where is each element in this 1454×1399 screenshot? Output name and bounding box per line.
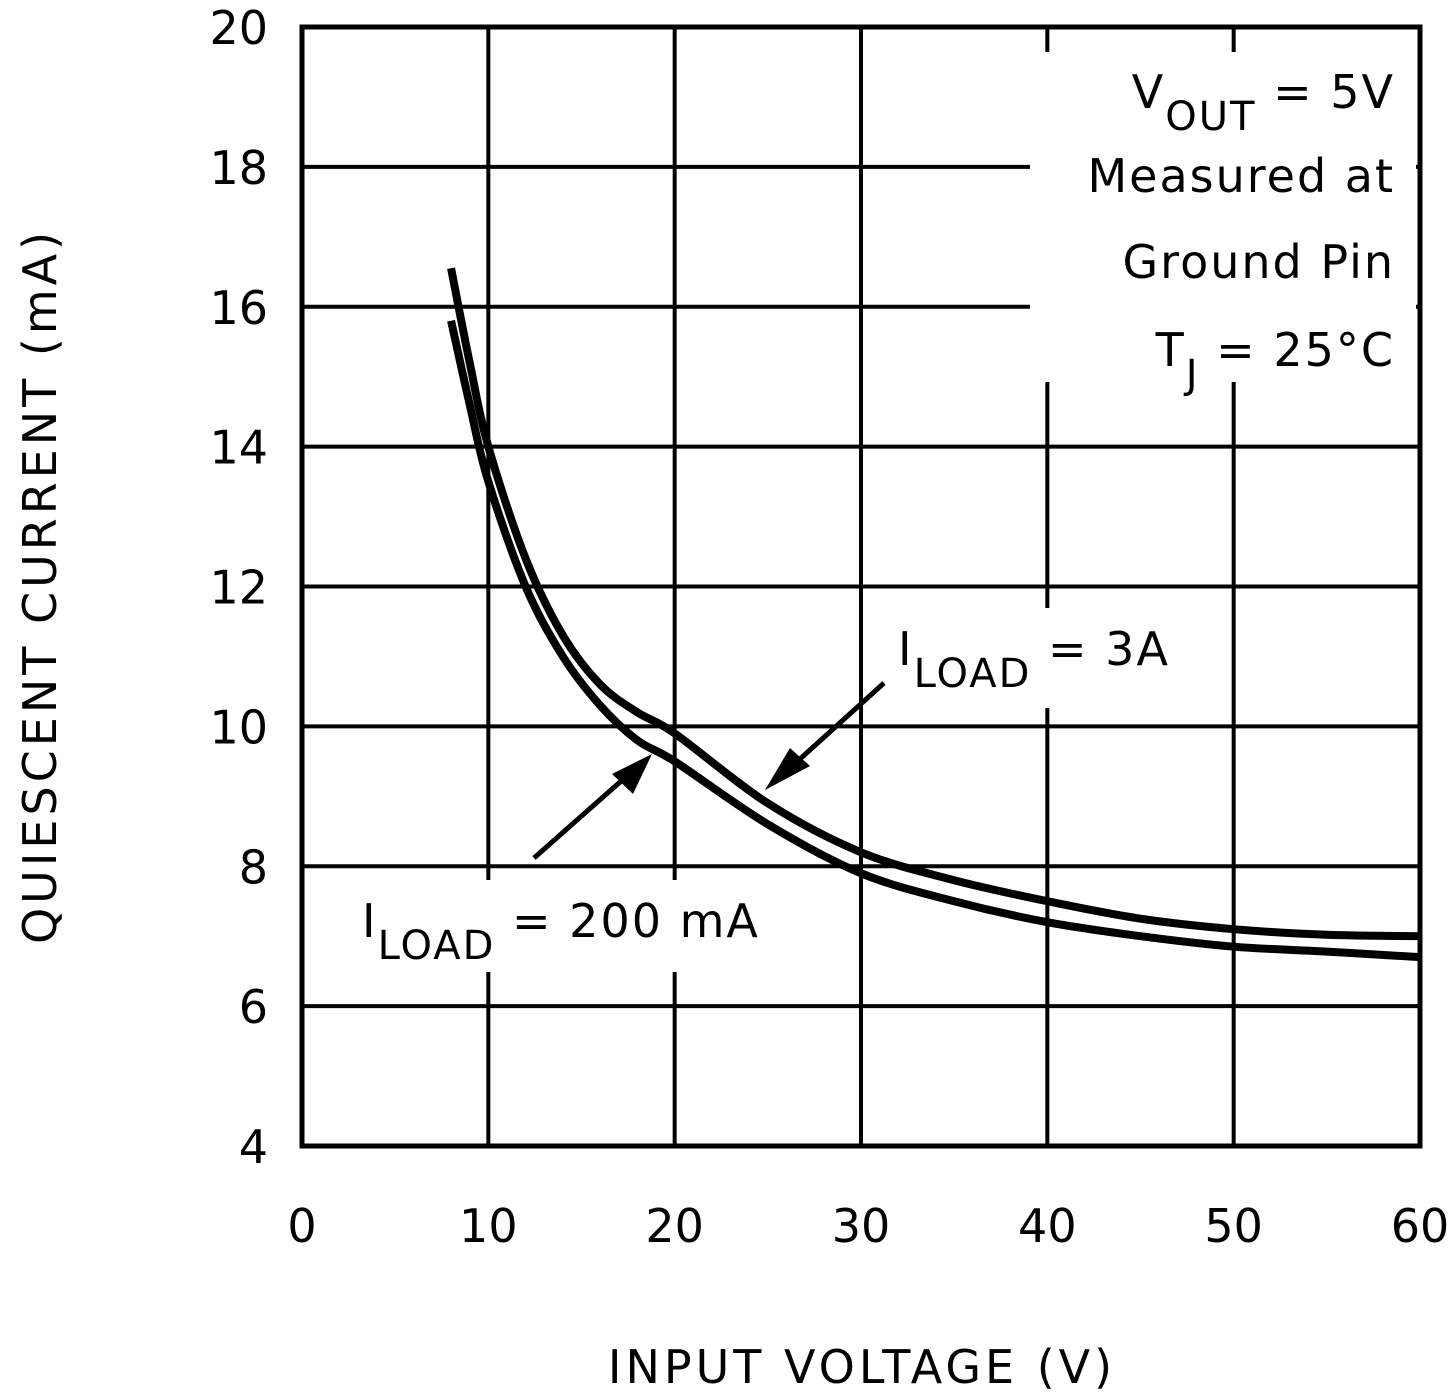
curves [447, 267, 1421, 962]
x-axis-label: INPUT VOLTAGE (V) [608, 1340, 1116, 1394]
y-tick-label: 16 [209, 281, 268, 335]
x-tick-labels: 0 10 20 30 40 50 60 [287, 1199, 1449, 1253]
tj-annotation: TJ = 25°C [1155, 323, 1395, 398]
x-tick-label: 20 [645, 1199, 704, 1253]
y-axis-label: QUIESCENT CURRENT (mA) [13, 228, 67, 944]
series-iload-3a [447, 267, 1421, 941]
iload-3a-label: ILOAD = 3A [898, 622, 1170, 697]
x-tick-label: 10 [459, 1199, 518, 1253]
vout-annotation: VOUT = 5V [1132, 65, 1395, 140]
y-tick-label: 12 [209, 561, 268, 615]
series-iload-200ma [447, 319, 1421, 962]
arrow-3a [765, 681, 886, 790]
y-tick-labels: 4 6 8 10 12 14 16 18 20 [209, 1, 268, 1174]
y-tick-label: 18 [209, 141, 268, 195]
measured-at-annotation: Measured at [1087, 149, 1395, 203]
y-tick-label: 10 [209, 700, 268, 754]
iload-200ma-label: ILOAD = 200 mA [362, 894, 760, 969]
arrow-200ma [532, 754, 652, 860]
y-tick-label: 8 [239, 840, 268, 894]
plot-frame [299, 24, 1423, 1149]
x-tick-label: 30 [832, 1199, 891, 1253]
y-tick-label: 14 [209, 421, 268, 475]
y-tick-label: 6 [239, 980, 268, 1034]
x-tick-label: 40 [1018, 1199, 1077, 1253]
annotation-masks [355, 52, 1416, 972]
y-tick-label: 4 [239, 1120, 268, 1174]
x-tick-label: 50 [1204, 1199, 1263, 1253]
x-tick-label: 60 [1391, 1199, 1450, 1253]
ground-pin-annotation: Ground Pin [1123, 235, 1395, 289]
x-tick-label: 0 [287, 1199, 316, 1253]
y-tick-label: 20 [209, 1, 268, 55]
